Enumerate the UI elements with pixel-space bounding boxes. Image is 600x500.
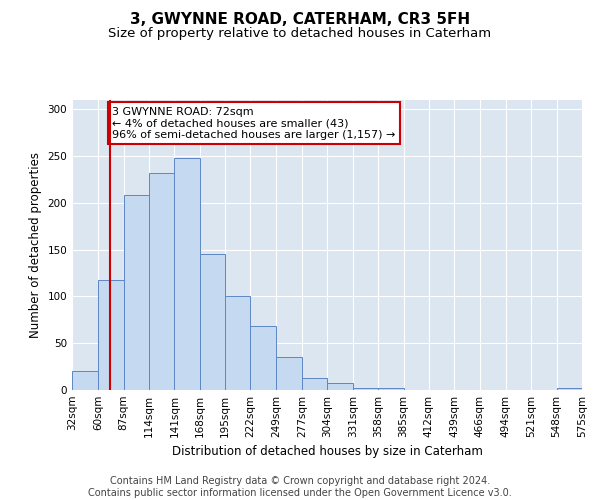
Bar [353,388,378,390]
Bar [378,388,404,390]
Y-axis label: Number of detached properties: Number of detached properties [29,152,42,338]
Text: 3 GWYNNE ROAD: 72sqm
← 4% of detached houses are smaller (43)
96% of semi-detach: 3 GWYNNE ROAD: 72sqm ← 4% of detached ho… [112,106,396,140]
Bar [72,372,98,390]
Bar [328,382,353,390]
Bar [276,358,302,390]
Bar [557,388,582,390]
Bar [124,196,149,390]
Bar [98,280,124,390]
Bar [225,296,250,390]
Bar [250,326,276,390]
X-axis label: Distribution of detached houses by size in Caterham: Distribution of detached houses by size … [172,446,482,458]
Bar [302,378,328,390]
Bar [175,158,200,390]
Bar [200,254,225,390]
Text: Size of property relative to detached houses in Caterham: Size of property relative to detached ho… [109,28,491,40]
Bar [149,173,175,390]
Text: Contains HM Land Registry data © Crown copyright and database right 2024.
Contai: Contains HM Land Registry data © Crown c… [88,476,512,498]
Text: 3, GWYNNE ROAD, CATERHAM, CR3 5FH: 3, GWYNNE ROAD, CATERHAM, CR3 5FH [130,12,470,28]
